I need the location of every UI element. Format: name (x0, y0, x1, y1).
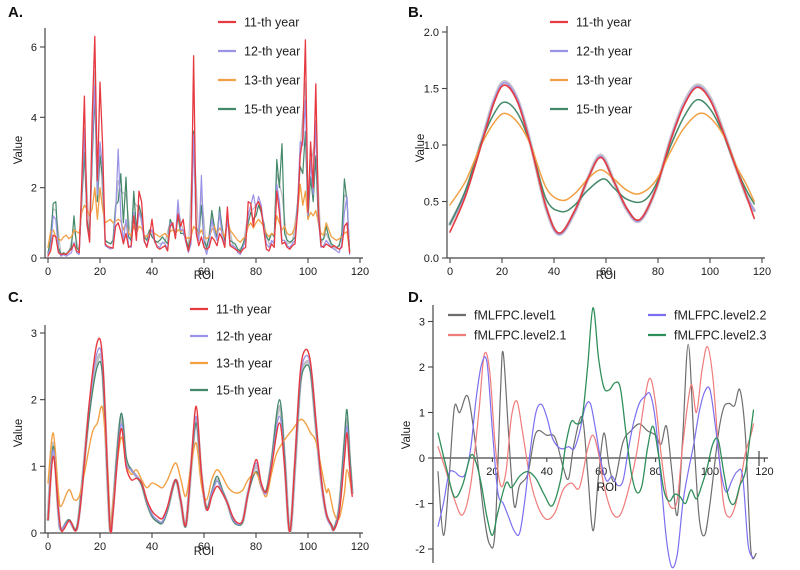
legend-label: 11-th year (216, 303, 271, 317)
x-tick-label: 40 (146, 266, 158, 278)
legend-label: 12-th year (576, 45, 632, 59)
panel-d-label: D. (408, 289, 423, 306)
series-line-13-th-year (449, 112, 755, 206)
x-tick-label: 100 (299, 541, 317, 553)
series-group (448, 79, 756, 237)
x-tick-label: 100 (701, 266, 719, 278)
x-tick-label: 100 (299, 266, 317, 278)
x-tick-label: 0 (45, 541, 51, 553)
x-tick-label: 20 (94, 266, 106, 278)
x-tick-label: 60 (198, 541, 210, 553)
x-axis-title: ROI (194, 270, 214, 282)
legend-label: fMLFPC.level2.1 (474, 329, 566, 343)
y-axis-title: Value (401, 421, 413, 450)
y-tick-label: 1.0 (424, 140, 439, 152)
x-axis-title: ROI (194, 546, 214, 558)
series-group (437, 307, 757, 569)
y-tick-label: 6 (31, 42, 37, 54)
y-tick-label: 2 (31, 183, 37, 195)
y-tick-label: 3 (419, 317, 425, 329)
y-tick-label: 0 (419, 453, 425, 465)
panel-d: D. -2 -1 0 1 2 3 20 40 60 80 100 120 ROI Value fMLFPC.… (400, 285, 800, 570)
y-tick-label: 1 (31, 461, 37, 473)
legend-label: 15-th year (576, 103, 632, 117)
x-axis-title: ROI (596, 270, 616, 282)
x-tick-label: 80 (649, 466, 661, 478)
y-tick-label: 1.5 (424, 84, 439, 96)
x-tick-label: 0 (45, 266, 51, 278)
legend-label: fMLFPC.level1 (474, 309, 556, 323)
series-line-12-th-year (47, 85, 351, 257)
panel-a-label: A. (8, 4, 23, 21)
x-tick-label: 80 (250, 541, 262, 553)
x-axis-title: ROI (597, 482, 617, 494)
panel-c-label: C. (8, 289, 23, 306)
legend-label: 12-th year (244, 45, 300, 59)
y-tick-label: 4 (31, 112, 37, 124)
x-tick-label: 120 (753, 266, 771, 278)
legend-label: 13-th year (216, 357, 272, 371)
x-tick-label: 20 (94, 541, 106, 553)
y-tick-label: 2.0 (424, 27, 439, 39)
y-tick-label: 2 (419, 362, 425, 374)
legend-label: 11-th year (244, 16, 299, 30)
x-tick-label: 60 (198, 266, 210, 278)
x-tick-label: 100 (701, 466, 719, 478)
legend-label: 11-th year (576, 16, 631, 30)
series-line-fmlfpc-level2-2 (437, 356, 755, 569)
legend-label: fMLFPC.level2.3 (674, 329, 766, 343)
y-tick-label: -2 (415, 544, 425, 556)
series-line-11-th-year (47, 35, 351, 257)
y-axis-title: Value (415, 134, 427, 163)
x-tick-label: 80 (250, 266, 262, 278)
series-group (47, 35, 351, 257)
panel-b-plot: 0.0 0.5 1.0 1.5 2.0 0 20 40 60 80 100 120 ROI Value 11… (415, 16, 771, 283)
series-line-11-th-year (47, 337, 353, 533)
y-tick-label: 0.0 (424, 253, 439, 265)
series-line-fmlfpc-level2-3 (437, 307, 755, 536)
x-tick-label: 120 (755, 466, 773, 478)
x-tick-label: 60 (600, 266, 612, 278)
x-tick-label: 40 (146, 541, 158, 553)
y-tick-label: 0.5 (424, 197, 439, 209)
series-line-13-th-year (47, 405, 353, 532)
series-line-fmlfpc-level1 (437, 343, 757, 560)
panel-c-plot: 0 1 2 3 0 20 40 60 80 100 120 ROI Value 11-th year 12-… (13, 303, 369, 559)
y-tick-label: 3 (31, 328, 37, 340)
panel-a: A. 0 2 4 6 0 20 40 60 80 100 120 ROI Value 11-th year… (0, 0, 400, 285)
panel-b-label: B. (408, 4, 423, 21)
panel-c: C. 0 1 2 3 0 20 40 60 80 100 120 ROI Value 11-th year… (0, 285, 400, 570)
panel-b: B. 0.0 0.5 1.0 1.5 2.0 0 20 40 60 80 100 120 ROI Valu… (400, 0, 800, 285)
x-tick-label: 0 (447, 266, 453, 278)
x-tick-label: 120 (351, 541, 369, 553)
legend-label: 12-th year (216, 330, 272, 344)
y-tick-label: 2 (31, 395, 37, 407)
series-group (46, 337, 354, 533)
legend-label: 13-th year (244, 74, 300, 88)
legend-label: 15-th year (216, 384, 272, 398)
x-tick-label: 20 (496, 266, 508, 278)
legend-label: fMLFPC.level2.2 (674, 309, 766, 323)
x-tick-label: 120 (351, 266, 369, 278)
y-tick-label: -1 (415, 499, 425, 511)
y-axis-title: Value (13, 419, 25, 448)
y-tick-label: 0 (31, 253, 37, 265)
x-tick-label: 40 (548, 266, 560, 278)
x-tick-label: 40 (541, 466, 553, 478)
x-tick-label: 80 (652, 266, 664, 278)
series-line-11-th-year (449, 84, 755, 234)
y-axis-title: Value (13, 136, 25, 165)
y-tick-label: 0 (31, 528, 37, 540)
series-line-15-th-year (449, 98, 755, 225)
y-tick-label: 1 (419, 408, 425, 420)
legend-label: 13-th year (576, 74, 632, 88)
series-line-fmlfpc-level2-1 (437, 345, 755, 521)
legend-label: 15-th year (244, 103, 300, 117)
